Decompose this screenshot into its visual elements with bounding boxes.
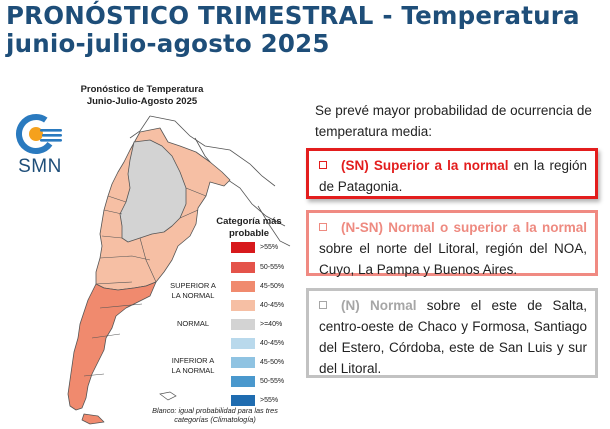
legend-item: 50-55% [231, 261, 284, 274]
region-normal [119, 139, 187, 243]
category-description: en la región de Patagonia. [319, 158, 587, 194]
legend-item: >55% [231, 394, 278, 407]
category-highlight: (N) Normal [341, 298, 417, 313]
legend-item: >55% [231, 241, 278, 254]
legend-item: 45-50% [231, 356, 284, 369]
legend-swatch [231, 357, 255, 368]
legend-title: Categoría más probable [206, 216, 292, 240]
legend-swatch [231, 338, 255, 349]
category-description: sobre el norte del Litoral, región del N… [319, 241, 587, 277]
page-title-line2: junio-julio-agosto 2025 [6, 29, 330, 58]
forecast-box-above-normal: (SN) Superior a la normal en la región d… [306, 148, 598, 199]
smn-logo: SMN [12, 112, 68, 178]
legend-label: 40-45% [260, 302, 285, 309]
legend-label: 50-55% [260, 264, 285, 271]
smn-logo-icon [16, 114, 62, 154]
argentina-map [67, 115, 291, 425]
legend-group-normal: NORMAL [158, 319, 228, 329]
map-title: Pronóstico de Temperatura Junio-Julio-Ag… [62, 84, 222, 108]
legend-swatch [231, 376, 255, 387]
legend-item: >=40% [231, 318, 282, 331]
legend-group-label: LA NORMAL [171, 291, 215, 300]
map-footnote: Blanco: igual probabilidad para las tres… [152, 406, 278, 424]
legend-swatch [231, 300, 255, 311]
map-title-line1: Pronóstico de Temperatura [80, 84, 204, 95]
smn-logo-text: SMN [18, 156, 62, 177]
legend-label: 45-50% [260, 359, 285, 366]
page-title-line1: PRONÓSTICO TRIMESTRAL - Temperatura [6, 1, 580, 30]
region-patagonia-above-normal [67, 281, 157, 411]
neighbor-borders [129, 115, 291, 247]
legend-swatch [231, 242, 255, 253]
map-title-line2: Junio-Julio-Agosto 2025 [86, 96, 198, 107]
legend-label: 45-50% [260, 283, 285, 290]
legend-group-label: INFERIOR A [171, 356, 215, 365]
legend-title-line1: Categoría más [216, 216, 282, 227]
legend-title-line2: probable [228, 228, 270, 239]
checkbox-bullet-icon [319, 223, 327, 231]
legend-group-label: LA NORMAL [171, 366, 215, 375]
legend-group-label: NORMAL [176, 319, 210, 328]
falkland-islands [159, 391, 177, 401]
legend-label: >=40% [260, 321, 283, 328]
legend-swatch [231, 262, 255, 273]
legend-item: 40-45% [231, 337, 284, 350]
legend-group-below-normal: INFERIOR A LA NORMAL [158, 356, 228, 376]
legend-item: 45-50% [231, 280, 284, 293]
legend-label: >55% [260, 244, 279, 251]
province-borders [83, 187, 207, 377]
legend-swatch [231, 319, 255, 330]
forecast-map-panel: Pronóstico de Temperatura Junio-Julio-Ag… [0, 76, 300, 429]
legend-item: 40-45% [231, 299, 284, 312]
legend-group-above-normal: SUPERIOR A LA NORMAL [158, 281, 228, 301]
forecast-box-normal-or-above: (N-SN) Normal o superior a la normal sob… [306, 210, 598, 277]
forecast-box-normal: (N) Normal sobre el este de Salta, centr… [306, 288, 598, 378]
intro-text: Se prevé mayor probabilidad de ocurrenci… [315, 103, 592, 139]
legend-label: >55% [260, 397, 279, 404]
checkbox-bullet-icon [319, 301, 327, 309]
legend-item: 50-55% [231, 375, 284, 388]
legend-swatch [231, 281, 255, 292]
category-description: sobre el este de Salta, centro-oeste de … [319, 298, 587, 376]
legend-swatch [231, 395, 255, 406]
category-highlight: (N-SN) Normal o superior a la normal [341, 220, 587, 235]
region-tierra-del-fuego [81, 413, 105, 425]
category-highlight: (SN) Superior a la normal [341, 158, 509, 173]
checkbox-bullet-icon [319, 161, 327, 169]
legend-label: 40-45% [260, 340, 285, 347]
page-title: PRONÓSTICO TRIMESTRAL - Temperatura juni… [6, 2, 580, 58]
legend-group-label: SUPERIOR A [170, 281, 216, 290]
legend-label: 50-55% [260, 378, 285, 385]
